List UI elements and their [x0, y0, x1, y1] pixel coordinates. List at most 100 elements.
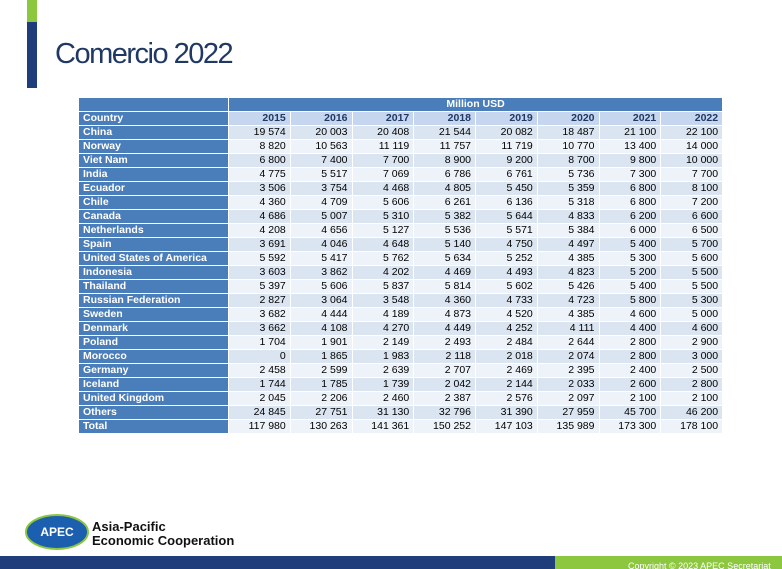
table-cell: 4 686: [228, 209, 291, 224]
table-cell: 135 989: [536, 419, 600, 434]
table-cell: 4 775: [228, 167, 291, 182]
table-cell: 2 599: [289, 363, 353, 378]
table-cell: 2 484: [475, 335, 538, 350]
table-cell: 4 270: [351, 321, 415, 336]
table-cell: 21 100: [598, 125, 662, 140]
table-cell: 46 200: [660, 405, 724, 420]
table-cell: 4 600: [598, 307, 662, 322]
row-header: Iceland: [78, 377, 229, 392]
table-cell: 2 500: [660, 363, 724, 378]
row-header: Morocco: [78, 349, 229, 364]
table-row: Others 24 845 27 751 31 130 32 796 31 390 27 9…: [78, 405, 724, 420]
table-cell: 147 103: [475, 419, 538, 434]
table-cell: 18 487: [536, 125, 600, 140]
table-row: Country 2015 2016 2017 2018 2019 2020 2021 2022: [78, 111, 724, 126]
column-header: 2020: [536, 111, 600, 126]
logo: APEC: [25, 514, 89, 550]
table-cell: 7 400: [289, 153, 353, 168]
table-cell: 5 400: [598, 279, 662, 294]
table-cell: 9 200: [475, 153, 538, 168]
table-cell: 2 800: [660, 377, 724, 392]
table-cell: 3 754: [289, 181, 353, 196]
table-cell: 5 382: [413, 209, 476, 224]
table-cell: 4 189: [351, 307, 415, 322]
slide-title: Comercio 2022: [55, 38, 234, 70]
table-cell: 178 100: [660, 419, 724, 434]
table-cell: 2 144: [475, 377, 538, 392]
table-cell: 8 100: [660, 181, 724, 196]
table-cell: 4 360: [413, 293, 476, 308]
row-header: Norway: [78, 139, 229, 154]
table-cell: 4 493: [475, 265, 538, 280]
table-cell: 2 045: [228, 391, 291, 406]
table-cell: 31 130: [351, 405, 415, 420]
table-cell: 5 762: [351, 251, 415, 266]
table-row: United Kingdom 2 045 2 206 2 460 2 387 2 576 2…: [78, 391, 724, 406]
table-cell: 5 007: [289, 209, 353, 224]
table-row: Million USD: [78, 97, 724, 112]
table-cell: 3 064: [289, 293, 353, 308]
table-cell: 8 700: [536, 153, 600, 168]
table-cell: 4 111: [536, 321, 600, 336]
table-cell: 5 000: [660, 307, 724, 322]
table-row: Viet Nam 6 800 7 400 7 700 8 900 9 200 8 700 9 …: [78, 153, 724, 168]
table-cell: 7 700: [660, 167, 724, 182]
table-cell: 3 603: [228, 265, 291, 280]
table-cell: 11 119: [351, 139, 415, 154]
table-cell: 9 800: [598, 153, 662, 168]
table-cell: 6 800: [598, 195, 662, 210]
table-cell: 130 263: [289, 419, 353, 434]
table-cell: 1 865: [289, 349, 353, 364]
table-cell: 6 800: [228, 153, 291, 168]
row-header: Sweden: [78, 307, 229, 322]
table-cell: 20 408: [351, 125, 415, 140]
table-cell: 10 770: [536, 139, 600, 154]
table-cell: 2 395: [536, 363, 600, 378]
table-cell: 4 469: [413, 265, 476, 280]
table-cell: 5 310: [351, 209, 415, 224]
table-cell: 5 500: [660, 279, 724, 294]
logo-text: APEC: [40, 525, 74, 539]
table-cell: 20 082: [475, 125, 538, 140]
table-cell: 27 751: [289, 405, 353, 420]
table-cell: 31 390: [475, 405, 538, 420]
column-header: 2019: [475, 111, 538, 126]
table-cell: 13 400: [598, 139, 662, 154]
row-header: Canada: [78, 209, 229, 224]
table-cell: 5 606: [351, 195, 415, 210]
table-cell: 8 900: [413, 153, 476, 168]
table-cell: 4 468: [351, 181, 415, 196]
table-cell: 32 796: [413, 405, 476, 420]
table-cell: 2 800: [598, 335, 662, 350]
table-cell: 1 704: [228, 335, 291, 350]
table-cell: 2 100: [660, 391, 724, 406]
accent-green: [27, 0, 37, 22]
table-cell: 7 069: [351, 167, 415, 182]
table-cell: 2 460: [351, 391, 415, 406]
table-cell: 4 709: [289, 195, 353, 210]
table-row: Netherlands 4 208 4 656 5 127 5 536 5 571 5 38…: [78, 223, 724, 238]
table-cell: 2 387: [413, 391, 476, 406]
table-cell: 1 901: [289, 335, 353, 350]
table-cell: 5 450: [475, 181, 538, 196]
row-header: United States of America: [78, 251, 229, 266]
table-cell: 2 018: [475, 349, 538, 364]
table-cell: 5 140: [413, 237, 476, 252]
table-cell: 6 136: [475, 195, 538, 210]
table-cell: 2 827: [228, 293, 291, 308]
table-cell: 5 384: [536, 223, 600, 238]
table-cell: 7 200: [660, 195, 724, 210]
table-cell: 4 750: [475, 237, 538, 252]
table-cell: 5 644: [475, 209, 538, 224]
column-header: 2021: [598, 111, 662, 126]
table-cell: 5 600: [660, 251, 724, 266]
table-cell: 14 000: [660, 139, 724, 154]
table-cell: 11 757: [413, 139, 476, 154]
table-cell: 5 252: [475, 251, 538, 266]
table-cell: 2 900: [660, 335, 724, 350]
table-cell: 21 544: [413, 125, 476, 140]
table-cell: 4 656: [289, 223, 353, 238]
table-cell: 4 520: [475, 307, 538, 322]
table-cell: 5 397: [228, 279, 291, 294]
